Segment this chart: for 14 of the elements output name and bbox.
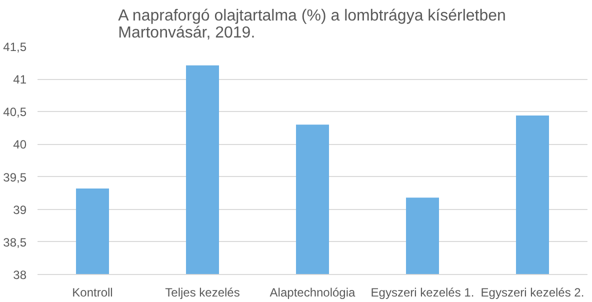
chart-title: A napraforgó olajtartalma (%) a lombtrágya kísérletben Martonvásár, 2019.	[118, 8, 506, 42]
y-tick-label: 39	[13, 202, 27, 217]
y-tick-label: 39,5	[3, 170, 27, 184]
y-tick-label: 38,5	[3, 235, 27, 250]
x-tick-label: Teljes kezelés	[165, 286, 240, 300]
x-tick-label: Alaptechnológia	[270, 286, 356, 300]
y-tick-label: 40,5	[3, 105, 27, 120]
x-tick-label: Kontroll	[72, 286, 113, 300]
x-tick-label: Egyszeri kezelés 1.	[370, 286, 474, 300]
x-tick-label: Egyszeri kezelés 2.	[480, 286, 584, 300]
y-tick-label: 41	[13, 72, 27, 87]
y-tick-label: 38	[13, 268, 27, 282]
y-tick-label: 41,5	[3, 40, 27, 54]
y-tick-label: 40	[13, 138, 27, 152]
